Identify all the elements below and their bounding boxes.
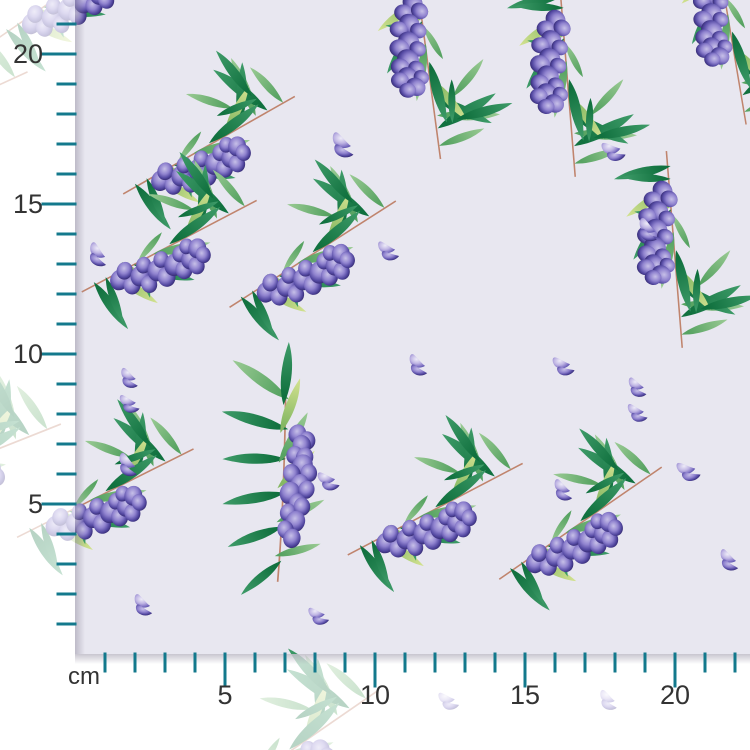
svg-text:cm: cm <box>68 663 100 690</box>
svg-text:5: 5 <box>28 489 43 519</box>
svg-text:20: 20 <box>13 39 43 69</box>
svg-text:20: 20 <box>660 680 690 710</box>
svg-text:10: 10 <box>360 680 390 710</box>
svg-text:15: 15 <box>510 680 540 710</box>
svg-text:15: 15 <box>13 189 43 219</box>
svg-text:10: 10 <box>13 339 43 369</box>
svg-text:5: 5 <box>217 680 232 710</box>
